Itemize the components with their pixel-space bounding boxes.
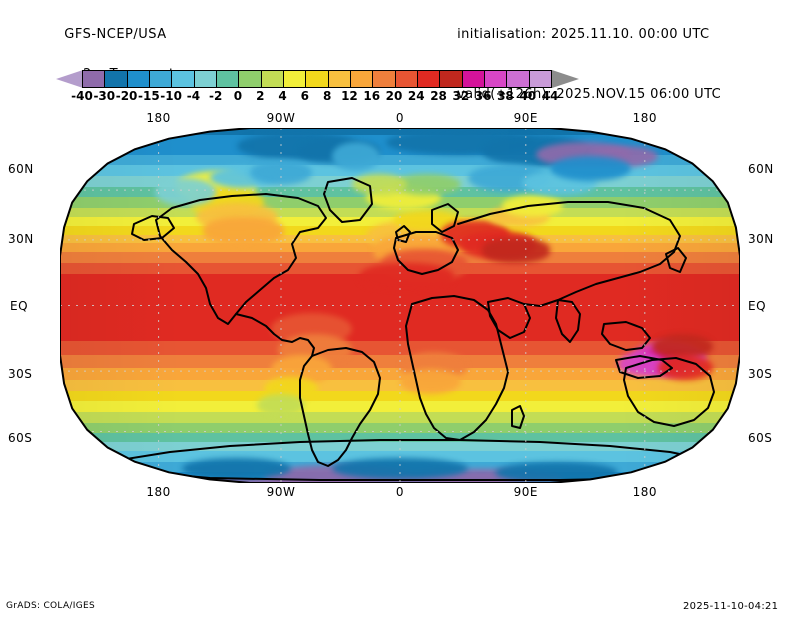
initialisation-text: initialisation: 2025.11.10. 00:00 UTC	[457, 27, 710, 42]
colorbar-segment	[149, 71, 173, 87]
longitude-label-bottom: 0	[395, 485, 405, 499]
coastline-path	[131, 215, 175, 241]
coastline-path	[323, 177, 373, 223]
colorbar-segment	[395, 71, 418, 87]
colorbar-tick-label: 12	[341, 89, 358, 103]
longitude-label-bottom: 180	[146, 485, 171, 499]
colorbar-segment	[83, 71, 106, 87]
coastline-overlay	[60, 128, 740, 483]
colorbar-strip	[82, 70, 552, 88]
colorbar-segment	[529, 71, 551, 87]
colorbar-segment	[462, 71, 485, 87]
colorbar-tick-label: -10	[160, 89, 182, 103]
colorbar-tick-label: 38	[497, 89, 514, 103]
colorbar-segment	[127, 71, 150, 87]
colorbar-tick-label: 32	[452, 89, 470, 103]
colorbar-tick-label: -20	[115, 89, 138, 103]
coastline-path	[155, 193, 327, 325]
colorbar-segment	[172, 71, 195, 87]
colorbar-tick-label: 4	[278, 89, 287, 103]
colorbar-tick-label: 8	[322, 89, 332, 103]
colorbar-tick-label: 24	[407, 89, 425, 103]
colorbar-tick-label: 2	[256, 89, 265, 103]
colorbar-tick-label: 20	[385, 89, 403, 103]
coastline-path	[601, 321, 651, 351]
coastline-path	[555, 299, 581, 343]
longitude-label-top: 0	[395, 111, 405, 125]
colorbar-tick-label: -4	[186, 89, 201, 103]
colorbar-segment	[417, 71, 441, 87]
coastline-path	[457, 201, 681, 307]
colorbar-segment	[350, 71, 374, 87]
longitude-label-top: 180	[146, 111, 171, 125]
colorbar-tick-label: -40	[71, 89, 93, 103]
longitude-label-top: 180	[632, 111, 657, 125]
temperature-colorbar: -40 -30 -20 -15 -10 -4 -2 0 2 4 6 8 12 16 20 24 28 32 36 38…	[56, 70, 579, 106]
colorbar-segment	[105, 71, 128, 87]
colorbar-tick-label: 0	[233, 89, 243, 103]
longitude-label-bottom: 180	[632, 485, 657, 499]
colorbar-tick-label: 6	[300, 89, 310, 103]
colorbar-tick-label: -15	[138, 89, 160, 103]
colorbar-tick-labels: -40 -30 -20 -15 -10 -4 -2 0 2 4 6 8 12 16 20 24 28 32 36 38…	[71, 89, 558, 105]
colorbar-high-cap-icon	[552, 70, 579, 88]
colorbar-segment	[440, 71, 463, 87]
colorbar-segment	[216, 71, 240, 87]
run-time-block: initialisation: 2025.11.10. 00:00 UTC va…	[448, 5, 721, 105]
colorbar-segment	[484, 71, 508, 87]
colorbar-tick-label: 40	[519, 89, 537, 103]
colorbar-tick-label: 36	[474, 89, 492, 103]
colorbar-tick-label: 16	[363, 89, 381, 103]
colorbar-tick-label: 44	[541, 89, 559, 103]
colorbar-segment	[373, 71, 396, 87]
colorbar-tick-label: -2	[209, 89, 223, 103]
map-projection-clip	[60, 128, 740, 483]
latitude-label-right: 60S	[748, 431, 773, 445]
coastline-path	[431, 203, 459, 233]
latitude-label-left: 30S	[8, 367, 33, 381]
latitude-label-left: 60N	[8, 162, 34, 176]
colorbar-segment	[239, 71, 262, 87]
coastline-path	[511, 405, 525, 429]
latitude-label-left: EQ	[10, 299, 29, 313]
longitude-label-bottom: 90E	[513, 485, 538, 499]
latitude-label-right: 30S	[748, 367, 773, 381]
colorbar-segment	[283, 71, 307, 87]
longitude-label-top: 90E	[513, 111, 538, 125]
colorbar-low-cap-icon	[56, 70, 83, 88]
colorbar-segment	[328, 71, 351, 87]
coastline-path	[727, 419, 740, 443]
valid-time-text: valid(+126h): 2025.NOV.15 06:00 UTC	[457, 87, 722, 102]
render-timestamp: 2025-11-10-04:21	[683, 601, 779, 612]
colorbar-tick-label: 28	[430, 89, 447, 103]
latitude-label-right: 60N	[748, 162, 774, 176]
colorbar-tick-label: -30	[93, 89, 116, 103]
coastline-path	[665, 247, 687, 273]
coastline-path	[299, 347, 381, 467]
latitude-label-left: 60S	[8, 431, 33, 445]
attribution-label: GrADS: COLA/IGES	[6, 601, 95, 611]
longitude-label-top: 90W	[266, 111, 296, 125]
colorbar-segment	[507, 71, 530, 87]
global-temperature-map	[60, 128, 740, 483]
coastline-path	[393, 231, 459, 275]
coastline-path	[405, 295, 509, 441]
model-name: GFS-NCEP/USA	[64, 27, 167, 42]
colorbar-segment	[306, 71, 329, 87]
colorbar-segment	[194, 71, 217, 87]
latitude-label-right: EQ	[748, 299, 767, 313]
latitude-label-right: 30N	[748, 232, 774, 246]
latitude-label-left: 30N	[8, 232, 34, 246]
coastline-path	[119, 439, 721, 481]
colorbar-segment	[261, 71, 284, 87]
longitude-label-bottom: 90W	[266, 485, 296, 499]
coastline-path	[235, 313, 315, 357]
coastline-path	[623, 357, 715, 427]
